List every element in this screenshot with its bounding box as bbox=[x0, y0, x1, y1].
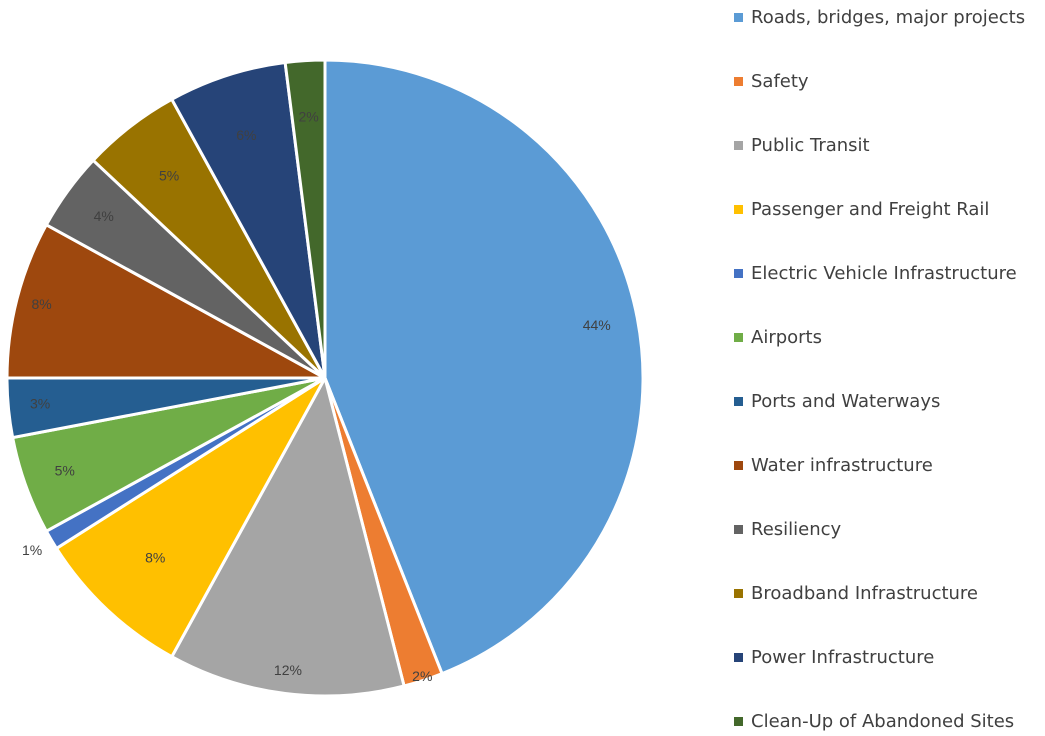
data-label-power-infrastructure: 6% bbox=[236, 127, 256, 143]
data-label-water-infrastructure: 8% bbox=[32, 296, 52, 312]
data-label-public-transit: 12% bbox=[274, 662, 302, 678]
legend-label: Clean-Up of Abandoned Sites bbox=[751, 710, 1015, 732]
legend-label: Water infrastructure bbox=[751, 454, 933, 476]
data-label-roads-bridges-major-projects: 44% bbox=[583, 317, 611, 333]
data-label-resiliency: 4% bbox=[94, 208, 114, 224]
legend-swatch bbox=[734, 204, 743, 214]
legend-label: Passenger and Freight Rail bbox=[751, 198, 990, 220]
legend-item-ports-and-waterways: Ports and Waterways bbox=[734, 390, 940, 412]
legend-label: Ports and Waterways bbox=[751, 390, 941, 412]
legend-item-safety: Safety bbox=[734, 70, 809, 92]
pie-plot: 44% 2% 12% 8% 1% 5% 3% 8% 4% 5% 6% 2% bbox=[5, 58, 645, 698]
pie-slice-water-infrastructure bbox=[5, 222, 326, 380]
legend-label: Roads, bridges, major projects bbox=[751, 6, 1026, 28]
data-label-ports-and-waterways: 3% bbox=[30, 396, 50, 412]
legend-label: Electric Vehicle Infrastructure bbox=[751, 262, 1017, 284]
legend-swatch bbox=[734, 332, 743, 342]
data-label-safety: 2% bbox=[412, 668, 432, 684]
legend-label: Resiliency bbox=[751, 518, 842, 540]
pie-slice-public-transit bbox=[169, 373, 406, 698]
legend-swatch bbox=[734, 716, 743, 726]
legend-label: Broadband Infrastructure bbox=[751, 582, 979, 604]
pie-slice-roads-bridges-major-projects bbox=[323, 58, 645, 676]
legend-item-airports: Airports bbox=[734, 326, 822, 348]
legend-label: Power Infrastructure bbox=[751, 646, 935, 668]
legend-item-power-infrastructure: Power Infrastructure bbox=[734, 646, 934, 668]
legend-item-roads-bridges-major-projects: Roads, bridges, major projects bbox=[734, 6, 1025, 28]
legend-item-electric-vehicle-infrastructure: Electric Vehicle Infrastructure bbox=[734, 262, 1017, 284]
pie-slice-passenger-and-freight-rail bbox=[54, 376, 327, 659]
legend-swatch bbox=[734, 140, 743, 150]
legend-swatch bbox=[734, 396, 743, 406]
legend-label: Airports bbox=[751, 326, 822, 348]
legend-swatch bbox=[734, 524, 743, 534]
data-label-clean-up-of-abandoned-sites: 2% bbox=[299, 108, 319, 124]
legend-swatch bbox=[734, 588, 743, 598]
data-label-passenger-and-freight-rail: 8% bbox=[145, 550, 165, 566]
pie-slice-clean-up-of-abandoned-sites bbox=[283, 58, 327, 379]
legend-item-clean-up-of-abandoned-sites: Clean-Up of Abandoned Sites bbox=[734, 710, 1014, 732]
legend-swatch bbox=[734, 12, 743, 22]
legend-item-passenger-and-freight-rail: Passenger and Freight Rail bbox=[734, 198, 989, 220]
legend-item-resiliency: Resiliency bbox=[734, 518, 841, 540]
legend-swatch bbox=[734, 460, 743, 470]
data-label-broadband-infrastructure: 5% bbox=[159, 168, 179, 184]
data-label-airports: 5% bbox=[55, 462, 75, 478]
data-label-electric-vehicle-infrastructure: 1% bbox=[22, 542, 42, 558]
legend-swatch bbox=[734, 268, 743, 278]
legend-item-broadband-infrastructure: Broadband Infrastructure bbox=[734, 582, 978, 604]
legend-item-public-transit: Public Transit bbox=[734, 134, 870, 156]
legend-label: Public Transit bbox=[751, 134, 870, 156]
pie-slice-power-infrastructure bbox=[169, 60, 327, 379]
legend-swatch bbox=[734, 76, 743, 86]
legend-swatch bbox=[734, 652, 743, 662]
legend-label: Safety bbox=[751, 70, 809, 92]
legend-item-water-infrastructure: Water infrastructure bbox=[734, 454, 933, 476]
